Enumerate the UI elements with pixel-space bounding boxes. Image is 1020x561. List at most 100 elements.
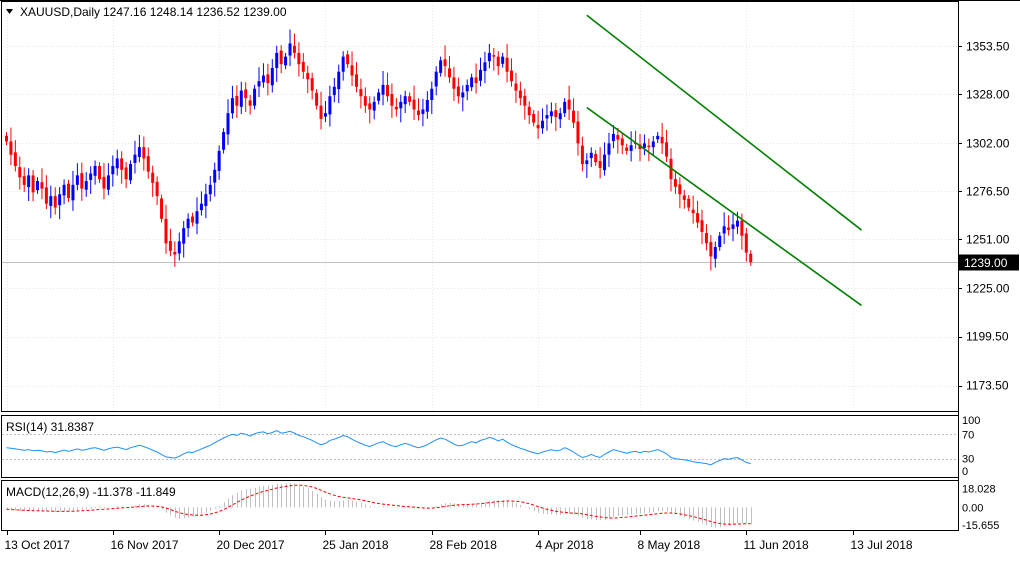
candle-body bbox=[740, 220, 744, 236]
candle-body bbox=[718, 235, 722, 248]
candle-body bbox=[443, 59, 447, 67]
rsi-tick-label: 30 bbox=[962, 454, 974, 466]
candle-body bbox=[275, 52, 279, 68]
candle-body bbox=[222, 132, 226, 150]
candle-body bbox=[53, 196, 57, 208]
price-tick-label: 1328.00 bbox=[966, 87, 1010, 101]
candle-body bbox=[124, 167, 128, 180]
candle-body bbox=[80, 173, 84, 189]
candle-body bbox=[284, 56, 288, 66]
candle-body bbox=[461, 92, 465, 98]
descending-channel[interactable] bbox=[586, 14, 862, 307]
time-tick-label: 8 May 2018 bbox=[638, 538, 701, 552]
price-tick-label: 1353.50 bbox=[966, 39, 1010, 53]
candle-body bbox=[549, 111, 553, 117]
candle-body bbox=[177, 241, 181, 254]
candle-body bbox=[235, 95, 239, 106]
candle-body bbox=[49, 196, 53, 206]
candle-body bbox=[230, 98, 234, 114]
candle-body bbox=[585, 160, 589, 165]
candle-body bbox=[372, 101, 376, 111]
candle-body bbox=[735, 220, 739, 227]
candle-body bbox=[36, 181, 40, 191]
candle-body bbox=[217, 150, 221, 171]
candle-body bbox=[239, 90, 243, 107]
candle-body bbox=[208, 184, 212, 195]
rsi-tick-label: 100 bbox=[962, 415, 980, 427]
candle-body bbox=[456, 86, 460, 97]
ohlc-values: 1247.16 1248.14 1236.52 1239.00 bbox=[103, 5, 287, 19]
candle-body bbox=[399, 101, 403, 109]
candle-body bbox=[354, 74, 358, 87]
candle-body bbox=[9, 141, 13, 155]
candle-body bbox=[292, 45, 296, 53]
candle-body bbox=[496, 56, 500, 67]
current-price-box bbox=[959, 254, 1019, 271]
candle-body bbox=[425, 100, 429, 112]
candle-body bbox=[146, 156, 150, 172]
candle-body bbox=[337, 71, 341, 90]
candle-body bbox=[204, 194, 208, 206]
candle-body bbox=[89, 173, 93, 180]
candle-body bbox=[394, 106, 398, 110]
candle-body bbox=[510, 70, 514, 82]
time-tick-label: 13 Oct 2017 bbox=[5, 538, 71, 552]
candle-body bbox=[541, 120, 545, 129]
candle-body bbox=[651, 141, 655, 148]
candle-body bbox=[470, 77, 474, 88]
candle-body bbox=[731, 224, 735, 229]
candle-body bbox=[98, 165, 102, 180]
candle-body bbox=[84, 181, 88, 190]
candle-body bbox=[346, 54, 350, 65]
candle-body bbox=[253, 88, 257, 106]
rsi-title: RSI(14) 31.8387 bbox=[6, 420, 94, 434]
candle-body bbox=[319, 105, 323, 119]
candle-body bbox=[483, 62, 487, 71]
candle-body bbox=[567, 99, 571, 110]
channel-line bbox=[586, 106, 862, 307]
candle-body bbox=[142, 147, 146, 159]
candle-body bbox=[363, 96, 367, 106]
candle-body bbox=[288, 43, 292, 56]
candle-body bbox=[749, 253, 753, 263]
macd-series bbox=[6, 483, 752, 528]
candle-body bbox=[647, 145, 651, 148]
candle-body bbox=[412, 99, 416, 110]
time-tick-label: 25 Jan 2018 bbox=[323, 538, 389, 552]
candle-body bbox=[576, 121, 580, 144]
macd-tick-label: 0.00 bbox=[962, 502, 983, 514]
price-tick-label: 1276.50 bbox=[966, 184, 1010, 198]
candle-body bbox=[434, 71, 438, 87]
dropdown-triangle-icon[interactable] bbox=[6, 9, 13, 14]
price-tick-label: 1199.50 bbox=[966, 330, 1009, 344]
candle-body bbox=[558, 113, 562, 120]
rsi-tick-label: 0 bbox=[962, 466, 968, 478]
candle-body bbox=[155, 181, 159, 197]
price-axis: 1353.50 1328.00 1302.00 1276.50 1251.00 1225.… bbox=[958, 39, 1019, 393]
candle-body bbox=[186, 218, 190, 229]
candle-body bbox=[93, 165, 97, 176]
candle-body bbox=[642, 143, 646, 148]
candle-body bbox=[696, 213, 700, 223]
candle-body bbox=[474, 77, 478, 84]
rsi-line bbox=[6, 430, 751, 466]
candle-body bbox=[62, 184, 66, 196]
candle-body bbox=[430, 88, 434, 101]
candle-body bbox=[297, 52, 301, 65]
candle-body bbox=[350, 65, 354, 76]
candle-body bbox=[532, 113, 536, 123]
candle-body bbox=[377, 92, 381, 101]
macd-tick-label: 18.028 bbox=[962, 484, 996, 496]
candle-body bbox=[31, 175, 35, 193]
candle-body bbox=[315, 92, 319, 106]
candle-body bbox=[479, 69, 483, 81]
candle-body bbox=[133, 154, 137, 163]
candle-body bbox=[722, 226, 726, 234]
candle-body bbox=[527, 106, 531, 116]
candle-body bbox=[421, 109, 425, 114]
candle-body bbox=[160, 198, 164, 219]
candle-body bbox=[620, 138, 624, 146]
candle-body bbox=[452, 77, 456, 89]
